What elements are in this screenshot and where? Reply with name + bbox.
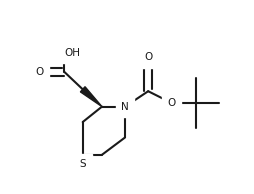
Text: S: S (80, 159, 86, 169)
Polygon shape (80, 87, 102, 107)
Text: O: O (35, 67, 43, 77)
Text: OH: OH (65, 48, 81, 58)
Text: O: O (167, 98, 176, 108)
Text: N: N (121, 102, 129, 112)
Text: O: O (144, 52, 152, 62)
